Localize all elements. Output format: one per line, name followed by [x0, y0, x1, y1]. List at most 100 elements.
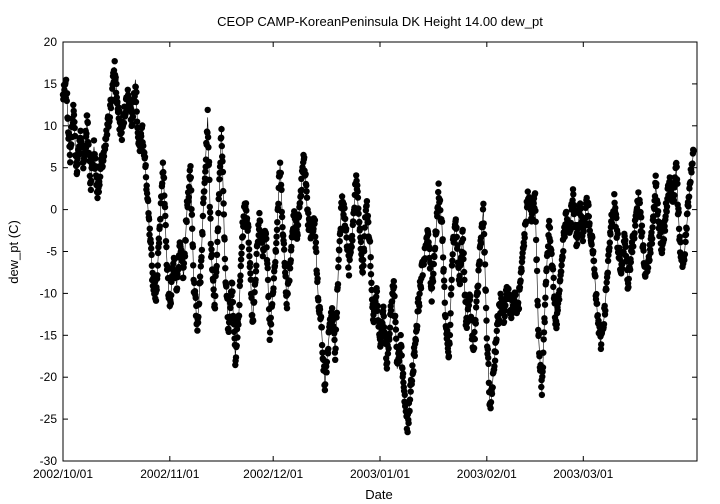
- data-point: [246, 259, 254, 267]
- data-point: [449, 251, 456, 258]
- data-point: [625, 275, 632, 283]
- data-point: [195, 300, 203, 307]
- data-point: [550, 283, 557, 291]
- data-point: [428, 298, 435, 305]
- data-point: [405, 419, 412, 427]
- data-point: [376, 336, 384, 343]
- data-point: [278, 213, 286, 221]
- data-point: [415, 307, 422, 315]
- data-point: [632, 215, 640, 222]
- data-point: [585, 201, 592, 209]
- data-point: [302, 170, 309, 178]
- data-point: [612, 204, 619, 212]
- data-point: [189, 243, 197, 250]
- data-point: [247, 270, 254, 277]
- data-point: [627, 259, 634, 266]
- data-point: [453, 233, 460, 241]
- data-point: [627, 266, 634, 273]
- data-point: [188, 187, 195, 194]
- data-point: [237, 262, 244, 270]
- data-point: [354, 182, 361, 189]
- data-point: [676, 233, 683, 240]
- data-point: [294, 221, 302, 229]
- data-point: [274, 219, 281, 226]
- data-point: [590, 248, 597, 255]
- data-point: [538, 391, 546, 399]
- data-point: [459, 226, 466, 234]
- data-point: [312, 239, 320, 246]
- y-tick-label: 20: [44, 35, 58, 49]
- data-point: [120, 119, 128, 127]
- data-point: [441, 299, 448, 306]
- data-point: [649, 235, 656, 242]
- data-point: [80, 165, 87, 172]
- data-point: [475, 267, 482, 274]
- data-point: [508, 314, 515, 322]
- data-point: [185, 193, 192, 201]
- data-point: [670, 197, 678, 204]
- x-tick-label: 2003/03/01: [553, 467, 613, 481]
- data-point: [518, 267, 525, 275]
- data-point: [647, 249, 654, 257]
- data-point: [398, 352, 405, 359]
- data-point: [323, 358, 331, 366]
- data-point: [196, 273, 204, 280]
- data-point: [221, 236, 228, 243]
- data-point: [286, 277, 293, 284]
- data-point: [62, 76, 70, 84]
- data-point: [287, 257, 294, 264]
- data-point: [238, 243, 245, 251]
- data-point: [270, 275, 278, 282]
- data-point: [303, 188, 310, 195]
- data-point: [689, 160, 696, 167]
- data-point: [303, 194, 311, 201]
- data-point: [161, 203, 169, 211]
- data-point: [162, 212, 169, 220]
- data-point: [200, 199, 207, 207]
- data-point: [333, 309, 341, 316]
- data-point: [675, 225, 683, 232]
- data-point: [579, 237, 587, 245]
- data-point: [493, 336, 500, 343]
- data-point: [674, 180, 681, 187]
- data-point: [373, 293, 380, 300]
- data-point: [243, 215, 251, 222]
- data-point: [278, 208, 285, 216]
- data-point: [677, 239, 684, 246]
- data-point: [267, 314, 274, 321]
- data-point: [419, 272, 426, 279]
- data-point: [90, 137, 98, 144]
- data-point: [161, 192, 168, 199]
- data-point: [440, 265, 447, 273]
- data-point: [332, 345, 339, 352]
- data-point: [604, 257, 612, 264]
- data-point: [195, 313, 202, 321]
- data-point: [404, 428, 411, 436]
- data-point: [606, 244, 613, 252]
- data-point: [220, 200, 227, 207]
- data-point: [682, 231, 690, 238]
- data-point: [519, 254, 526, 261]
- data-point: [485, 360, 492, 368]
- data-point: [206, 203, 213, 211]
- data-point: [407, 388, 414, 395]
- data-point: [263, 235, 270, 242]
- data-point: [556, 287, 563, 294]
- data-point: [97, 173, 104, 180]
- data-point: [601, 302, 608, 310]
- data-point: [563, 208, 570, 216]
- data-point: [532, 218, 539, 225]
- data-point: [488, 390, 496, 397]
- data-point: [318, 341, 326, 349]
- data-point: [141, 153, 149, 161]
- data-point: [558, 262, 565, 269]
- data-point: [133, 108, 140, 115]
- data-point: [111, 58, 118, 65]
- data-point: [99, 163, 106, 170]
- data-point: [539, 364, 547, 371]
- data-point: [256, 218, 264, 225]
- data-point: [356, 225, 364, 232]
- data-point: [198, 254, 205, 261]
- data-point: [103, 131, 111, 138]
- data-point: [629, 248, 636, 256]
